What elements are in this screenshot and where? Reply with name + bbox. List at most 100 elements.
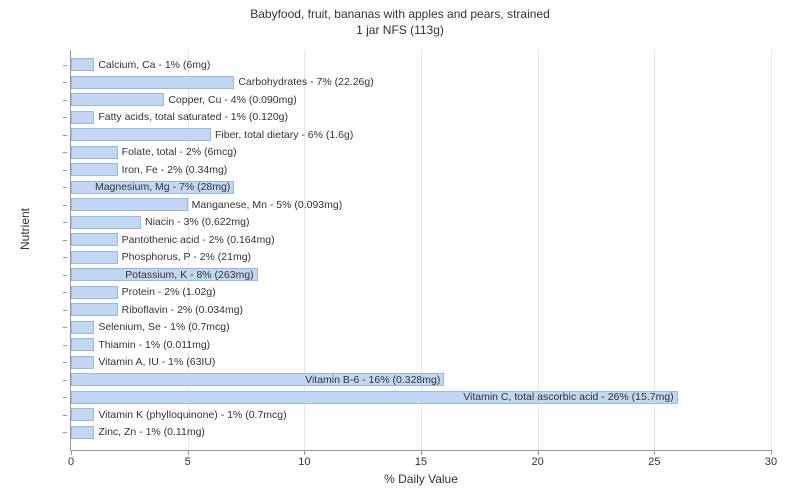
y-tick-mark: [63, 152, 67, 153]
bar: [71, 58, 94, 71]
bar-row: Fatty acids, total saturated - 1% (0.120…: [71, 109, 771, 127]
y-tick-mark: [63, 82, 67, 83]
bar-row: Protein - 2% (1.02g): [71, 284, 771, 302]
bar-label: Vitamin A, IU - 1% (63IU): [98, 356, 215, 368]
bar-row: Vitamin A, IU - 1% (63IU): [71, 354, 771, 372]
y-tick-mark: [63, 257, 67, 258]
bar-row: Iron, Fe - 2% (0.34mg): [71, 161, 771, 179]
x-tick-mark: [654, 450, 655, 455]
gridline: [771, 50, 772, 450]
bar-label: Thiamin - 1% (0.011mg): [98, 339, 210, 351]
y-tick-mark: [63, 222, 67, 223]
bar-label: Carbohydrates - 7% (22.26g): [238, 76, 373, 88]
bar-row: Fiber, total dietary - 6% (1.6g): [71, 126, 771, 144]
bar: [71, 338, 94, 351]
bar-label: Folate, total - 2% (6mcg): [122, 146, 237, 158]
y-tick-mark: [63, 275, 67, 276]
bar-row: Manganese, Mn - 5% (0.093mg): [71, 196, 771, 214]
y-tick-mark: [63, 397, 67, 398]
bar: [71, 356, 94, 369]
x-tick-mark: [771, 450, 772, 455]
bar-row: Phosphorus, P - 2% (21mg): [71, 249, 771, 267]
y-tick-mark: [63, 240, 67, 241]
y-tick-mark: [63, 415, 67, 416]
y-tick-mark: [63, 187, 67, 188]
x-tick-label: 10: [298, 456, 310, 468]
x-tick-mark: [304, 450, 305, 455]
plot-area: Calcium, Ca - 1% (6mg) Carbohydrates - 7%…: [70, 50, 771, 451]
x-tick-label: 25: [648, 456, 660, 468]
bar: [71, 163, 118, 176]
bar: [71, 146, 118, 159]
bar-row: Magnesium, Mg - 7% (28mg): [71, 179, 771, 197]
bar-label: Vitamin B-6 - 16% (0.328mg): [305, 374, 440, 386]
bar-label: Copper, Cu - 4% (0.090mg): [168, 94, 296, 106]
bar: [71, 408, 94, 421]
bar-row: Pantothenic acid - 2% (0.164mg): [71, 231, 771, 249]
y-tick-mark: [63, 65, 67, 66]
bar-row: Copper, Cu - 4% (0.090mg): [71, 91, 771, 109]
bar-row: Carbohydrates - 7% (22.26g): [71, 74, 771, 92]
bar: [71, 198, 188, 211]
bar: [71, 426, 94, 439]
y-tick-mark: [63, 205, 67, 206]
bar: [71, 321, 94, 334]
y-tick-mark: [63, 135, 67, 136]
bar-label: Vitamin K (phylloquinone) - 1% (0.7mcg): [98, 409, 286, 421]
x-tick-label: 30: [765, 456, 777, 468]
bar: [71, 93, 164, 106]
x-tick-mark: [71, 450, 72, 455]
bar-label: Selenium, Se - 1% (0.7mcg): [98, 321, 229, 333]
x-tick-mark: [188, 450, 189, 455]
y-tick-mark: [63, 432, 67, 433]
bar: [71, 251, 118, 264]
y-axis-label: Nutrient: [18, 208, 32, 250]
bar-row: Thiamin - 1% (0.011mg): [71, 336, 771, 354]
bar-label: Niacin - 3% (0.622mg): [145, 216, 249, 228]
x-tick-label: 5: [185, 456, 191, 468]
x-tick-mark: [421, 450, 422, 455]
bar-row: Zinc, Zn - 1% (0.11mg): [71, 424, 771, 442]
bar-label: Zinc, Zn - 1% (0.11mg): [98, 426, 205, 438]
bar-label: Calcium, Ca - 1% (6mg): [98, 59, 210, 71]
bar-label: Pantothenic acid - 2% (0.164mg): [122, 234, 275, 246]
bar-row: Vitamin C, total ascorbic acid - 26% (15…: [71, 389, 771, 407]
y-tick-mark: [63, 170, 67, 171]
bar-label: Fiber, total dietary - 6% (1.6g): [215, 129, 353, 141]
bar-row: Potassium, K - 8% (263mg): [71, 266, 771, 284]
bar-label: Protein - 2% (1.02g): [122, 286, 216, 298]
x-axis-label: % Daily Value: [71, 472, 771, 486]
bar: [71, 233, 118, 246]
y-tick-mark: [63, 310, 67, 311]
bar-label: Iron, Fe - 2% (0.34mg): [122, 164, 228, 176]
y-tick-mark: [63, 380, 67, 381]
bar-row: Niacin - 3% (0.622mg): [71, 214, 771, 232]
chart-title-line2: 1 jar NFS (113g): [0, 22, 800, 38]
bar-label: Fatty acids, total saturated - 1% (0.120…: [98, 111, 288, 123]
bar-label: Magnesium, Mg - 7% (28mg): [95, 181, 230, 193]
chart-title: Babyfood, fruit, bananas with apples and…: [0, 0, 800, 38]
nutrient-chart: Babyfood, fruit, bananas with apples and…: [0, 0, 800, 500]
bar-label: Potassium, K - 8% (263mg): [125, 269, 253, 281]
bar: [71, 286, 118, 299]
bar-label: Manganese, Mn - 5% (0.093mg): [192, 199, 343, 211]
bar-label: Phosphorus, P - 2% (21mg): [122, 251, 251, 263]
bars-group: Calcium, Ca - 1% (6mg) Carbohydrates - 7%…: [71, 50, 771, 441]
y-tick-mark: [63, 327, 67, 328]
chart-title-line1: Babyfood, fruit, bananas with apples and…: [0, 6, 800, 22]
y-tick-mark: [63, 345, 67, 346]
bar-label: Vitamin C, total ascorbic acid - 26% (15…: [463, 391, 673, 403]
bar: [71, 303, 118, 316]
x-tick-label: 15: [415, 456, 427, 468]
y-tick-mark: [63, 362, 67, 363]
y-tick-mark: [63, 100, 67, 101]
bar: [71, 76, 234, 89]
bar-row: Calcium, Ca - 1% (6mg): [71, 56, 771, 74]
x-tick-label: 0: [68, 456, 74, 468]
y-tick-mark: [63, 292, 67, 293]
bar-row: Riboflavin - 2% (0.034mg): [71, 301, 771, 319]
x-tick-mark: [538, 450, 539, 455]
bar: [71, 216, 141, 229]
bar-row: Selenium, Se - 1% (0.7mcg): [71, 319, 771, 337]
bar-row: Vitamin K (phylloquinone) - 1% (0.7mcg): [71, 406, 771, 424]
